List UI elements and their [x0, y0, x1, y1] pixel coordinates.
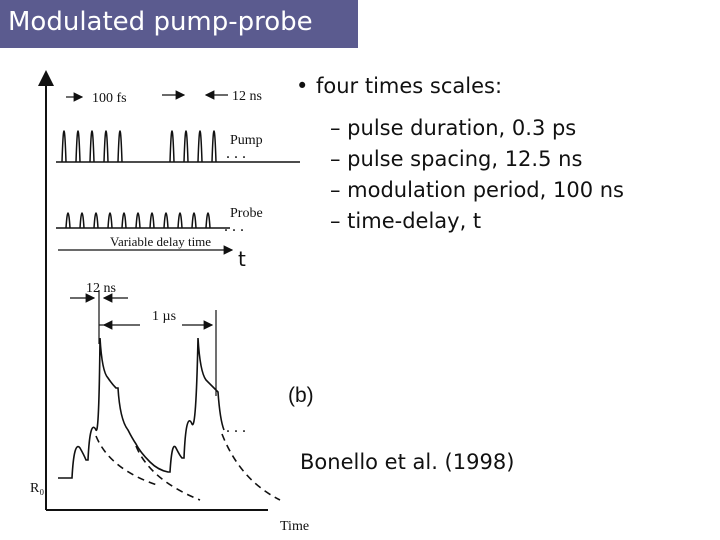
12ns-lower-marker [70, 290, 128, 344]
label-pump: Pump [230, 133, 263, 148]
label-r0: R₀ [30, 481, 44, 496]
label-t: t [238, 247, 246, 271]
label-b: (b) [288, 384, 314, 407]
label-1us: 1 µs [152, 309, 176, 324]
pump-pulse-train [56, 130, 300, 163]
pump-ellipsis: . . . [226, 145, 246, 162]
1us-marker [99, 310, 217, 396]
title-bar: Modulated pump-probe [0, 0, 358, 48]
sub-item-modulation-period: – modulation period, 100 ns [330, 178, 624, 202]
probe-pulse-train [56, 212, 230, 229]
sub-item-pulse-spacing: – pulse spacing, 12.5 ns [330, 147, 583, 171]
response-curve-solid [58, 337, 225, 479]
label-time: Time [280, 519, 309, 534]
bullet-dot-icon: • [296, 74, 309, 98]
label-probe: Probe [230, 206, 263, 221]
bullet-text: four times scales: [316, 74, 503, 98]
label-12ns-lower: 12 ns [86, 281, 116, 296]
label-variable-delay: Variable delay time [110, 234, 211, 249]
sub-item-pulse-duration: – pulse duration, 0.3 ps [330, 116, 577, 140]
label-100fs: 100 fs [92, 91, 127, 106]
label-12ns-top: 12 ns [232, 89, 262, 104]
sub-item-time-delay: – time-delay, t [330, 209, 482, 233]
bullet-heading: • four times scales: [296, 74, 502, 98]
lower-ellipsis: . . . [226, 419, 246, 436]
response-curve-dashed [95, 433, 281, 501]
citation: Bonello et al. (1998) [300, 450, 515, 474]
probe-ellipsis: . . . [224, 218, 244, 235]
slide-title: Modulated pump-probe [8, 7, 313, 37]
